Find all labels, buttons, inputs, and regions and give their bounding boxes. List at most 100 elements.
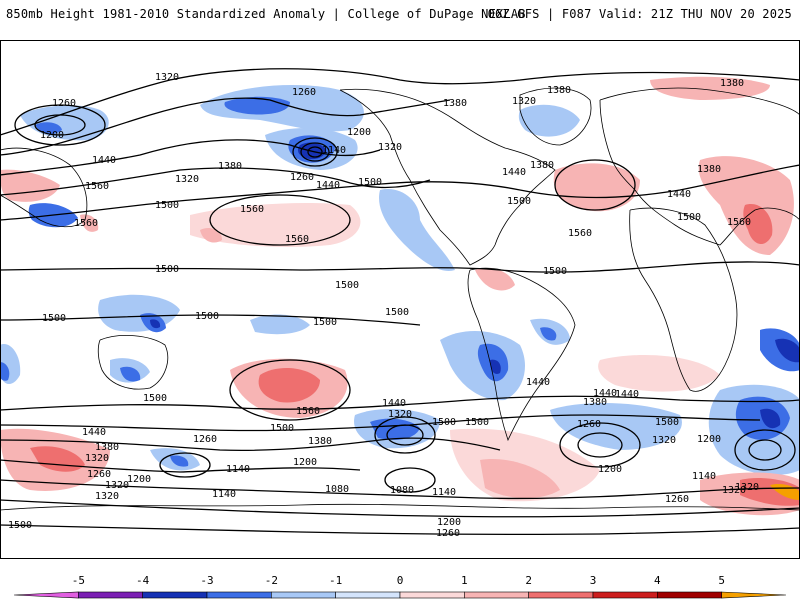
contour-label: 1380 bbox=[530, 160, 554, 171]
low-center-contour bbox=[374, 416, 436, 454]
contour-label: 1380 bbox=[547, 85, 571, 96]
run-info: 06Z GFS | F087 Valid: 21Z THU NOV 20 202… bbox=[487, 7, 792, 21]
low-center-contour bbox=[307, 146, 323, 158]
low-center-contour bbox=[577, 432, 623, 458]
high-center-contour bbox=[209, 194, 351, 246]
contour-label: 1320 bbox=[95, 491, 119, 502]
low-center-contour bbox=[748, 439, 782, 461]
low-center-contour bbox=[34, 114, 86, 136]
contour-label: 1500 bbox=[432, 417, 456, 428]
contour-label: 1500 bbox=[358, 177, 382, 188]
contour-label: 1380 bbox=[218, 161, 242, 172]
contour-label: 1080 bbox=[390, 485, 414, 496]
colorbar-tick-label: -5 bbox=[72, 574, 85, 587]
coastline-eurasia bbox=[599, 87, 800, 246]
low-center-contour bbox=[559, 422, 641, 468]
anomaly-area bbox=[120, 366, 141, 382]
colorbar-tick-label: 1 bbox=[461, 574, 468, 587]
contour-label: 1500 bbox=[155, 200, 179, 211]
contour-label: 1320 bbox=[388, 409, 412, 420]
contour-label: 1260 bbox=[193, 434, 217, 445]
contour-label: 1560 bbox=[568, 228, 592, 239]
contour-label: 1440 bbox=[593, 388, 617, 399]
contour-label: 1560 bbox=[727, 217, 751, 228]
height-contours bbox=[0, 68, 800, 536]
anomaly-area bbox=[250, 314, 310, 335]
colorbar-bin bbox=[271, 591, 336, 599]
low-center-contour bbox=[734, 429, 796, 471]
coastline-greenland bbox=[519, 87, 592, 146]
contour-label: 1260 bbox=[436, 528, 460, 539]
colorbar-bin bbox=[13, 591, 79, 599]
contour-label: 1200 bbox=[347, 127, 371, 138]
contour-label: 1560 bbox=[74, 218, 98, 229]
contour-label: 1500 bbox=[155, 264, 179, 275]
contour-label: 1380 bbox=[720, 78, 744, 89]
contour-label: 1500 bbox=[507, 196, 531, 207]
coastlines bbox=[0, 87, 800, 511]
contour-label: 1500 bbox=[385, 307, 409, 318]
contour-label: 1200 bbox=[598, 464, 622, 475]
contour-label: 1320 bbox=[378, 142, 402, 153]
colorbar-bin bbox=[721, 591, 787, 599]
colorbar-bin bbox=[142, 591, 208, 599]
anomaly-area bbox=[258, 368, 320, 403]
contour-label: 1200 bbox=[437, 517, 461, 528]
contour-line bbox=[0, 167, 431, 196]
colorbar-tick-labels: -5 -4 -3 -2 -1 0 1 2 3 4 5 bbox=[72, 574, 725, 587]
contour-label: 1260 bbox=[292, 87, 316, 98]
anomaly-area bbox=[475, 268, 515, 291]
colorbar-bins bbox=[13, 591, 787, 599]
contour-label: 1500 bbox=[270, 423, 294, 434]
low-center-contour bbox=[14, 104, 106, 146]
colorbar-tick-label: 2 bbox=[525, 574, 532, 587]
contour-label: 1560 bbox=[296, 406, 320, 417]
contour-label: 1380 bbox=[95, 442, 119, 453]
contour-label: 1440 bbox=[667, 189, 691, 200]
contour-label: 1500 bbox=[335, 280, 359, 291]
header-bar: 850mb Height 1981-2010 Standardized Anom… bbox=[0, 0, 800, 30]
contour-label: 1260 bbox=[87, 469, 111, 480]
high-center-contour bbox=[554, 159, 636, 211]
low-center-contour bbox=[300, 142, 330, 162]
anomaly-area bbox=[518, 104, 580, 137]
contour-label: 1440 bbox=[382, 398, 406, 409]
contour-label: 1260 bbox=[290, 172, 314, 183]
contour-label: 1320 bbox=[735, 482, 759, 493]
contour-label: 1320 bbox=[512, 96, 536, 107]
contour-line bbox=[0, 499, 800, 518]
contour-label: 1260 bbox=[577, 419, 601, 430]
contour-line bbox=[0, 314, 421, 326]
contour-label: 1320 bbox=[105, 480, 129, 491]
low-center-contour bbox=[159, 452, 211, 478]
anomaly-area bbox=[35, 122, 62, 135]
colorbar-tick-label: 0 bbox=[397, 574, 404, 587]
contour-label: 1440 bbox=[82, 427, 106, 438]
anomaly-area bbox=[760, 408, 781, 429]
contour-label: 1500 bbox=[655, 417, 679, 428]
contour-label: 1260 bbox=[665, 494, 689, 505]
contour-label: 1320 bbox=[155, 72, 179, 83]
contour-label: 1200 bbox=[127, 474, 151, 485]
anomaly-area bbox=[0, 362, 10, 381]
anomaly-area bbox=[743, 204, 773, 245]
anomaly-area bbox=[598, 355, 720, 392]
anomaly-area bbox=[540, 327, 557, 341]
coastline-south-america bbox=[467, 267, 576, 442]
contour-line bbox=[0, 261, 800, 273]
anomaly-area bbox=[150, 319, 161, 329]
colorbar-bin bbox=[657, 591, 722, 599]
coastline-africa bbox=[629, 207, 738, 392]
coastline-east-asia bbox=[0, 147, 88, 228]
contour-label: 1380 bbox=[308, 436, 332, 447]
contour-label: 1500 bbox=[8, 520, 32, 531]
contour-label: 1200 bbox=[40, 130, 64, 141]
contour-label: 1560 bbox=[240, 204, 264, 215]
contour-label: 1380 bbox=[583, 397, 607, 408]
colorbar-bin bbox=[592, 591, 658, 599]
anomaly-area bbox=[553, 163, 640, 212]
low-center-contour bbox=[384, 467, 436, 493]
contour-label: 1440 bbox=[502, 167, 526, 178]
contour-line bbox=[0, 524, 800, 536]
colorbar-tick-label: 3 bbox=[590, 574, 597, 587]
